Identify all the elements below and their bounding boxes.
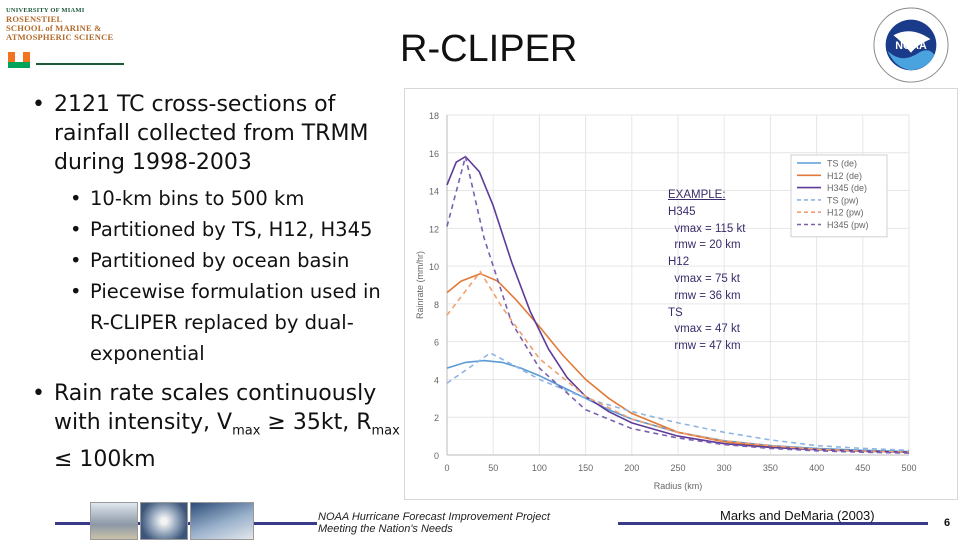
sub-bullet-3: Partitioned by ocean basin (70, 245, 402, 276)
x-tick-label: 500 (901, 463, 916, 473)
x-tick-label: 200 (624, 463, 639, 473)
rainrate-chart: 0 2 4 6 8 10 12 14 16 18 0 50 100 150 200 250 300 350 400 4… (404, 88, 958, 500)
bullet-list: 2121 TC cross-sections of rainfall colle… (32, 90, 402, 474)
x-axis-label: Radius (km) (654, 481, 703, 491)
footer-rule-right (618, 522, 928, 525)
slide-title: R-CLIPER (400, 28, 578, 70)
citation: Marks and DeMaria (2003) (720, 508, 875, 523)
example-line: vmax = 47 kt (668, 323, 740, 336)
x-tick-label: 300 (717, 463, 732, 473)
thumbnail-hurricane (140, 502, 188, 540)
logo-underline (36, 63, 124, 65)
y-tick-label: 4 (434, 375, 439, 385)
x-tick-label: 100 (532, 463, 547, 473)
footer-project-line-1: NOAA Hurricane Forecast Improvement Proj… (318, 511, 550, 523)
bullet-main-2-text-a: Rain rate scales continuously with inten… (54, 381, 377, 435)
example-line: vmax = 75 kt (668, 272, 740, 285)
legend-label: H12 (pw) (827, 208, 864, 218)
example-line: H345 (668, 205, 696, 218)
bullet-main-2: Rain rate scales continuously with inten… (32, 379, 402, 474)
example-text: EXAMPLE: H345 vmax = 115 kt rmw = 20 km … (668, 187, 745, 355)
y-axis-label: Rainrate (mm/hr) (415, 251, 425, 319)
example-line: TS (668, 306, 683, 319)
y-tick-label: 10 (429, 262, 439, 272)
y-tick-label: 18 (429, 111, 439, 121)
page-number: 6 (944, 517, 951, 529)
legend-label: H345 (de) (827, 183, 867, 193)
u-logo-icon (8, 52, 30, 68)
series-line-6 (446, 156, 910, 454)
example-line: vmax = 115 kt (668, 222, 746, 235)
x-tick-label: 0 (444, 463, 449, 473)
sub-bullet-2: Partitioned by TS, H12, H345 (70, 214, 402, 245)
x-tick-label: 150 (578, 463, 593, 473)
footer-project: NOAA Hurricane Forecast Improvement Proj… (318, 511, 550, 535)
bullet-main-2-text-b: ≥ 35kt, R (260, 410, 372, 435)
bullet-main-2-text-c: ≤ 100km (54, 447, 156, 473)
x-tick-label: 50 (488, 463, 498, 473)
series-line-3 (446, 155, 910, 453)
sub-bullet-1: 10-km bins to 500 km (70, 183, 402, 214)
legend-box (790, 154, 888, 238)
sub-bullet-list: 10-km bins to 500 km Partitioned by TS, … (70, 183, 402, 369)
university-logo: UNIVERSITY OF MIAMI ROSENSTIEL SCHOOL of… (6, 6, 124, 68)
y-tick-label: 12 (429, 224, 439, 234)
noaa-logo-icon: NOAA (873, 7, 949, 83)
y-tick-label: 8 (434, 300, 439, 310)
example-line: rmw = 36 km (668, 289, 741, 302)
logo-line-4: ATMOSPHERIC SCIENCE (6, 32, 114, 42)
logo-line-3: SCHOOL of MARINE & (6, 23, 102, 33)
university-logo-text: UNIVERSITY OF MIAMI ROSENSTIEL SCHOOL of… (6, 6, 124, 42)
rmax-subscript: max (371, 423, 400, 439)
legend-label: TS (de) (827, 159, 857, 169)
y-tick-label: 6 (434, 338, 439, 348)
vmax-subscript: max (232, 423, 261, 439)
x-tick-label: 350 (763, 463, 778, 473)
legend-label: H12 (de) (827, 171, 862, 181)
x-tick-label: 450 (855, 463, 870, 473)
footer-project-line-2: Meeting the Nation's Needs (318, 523, 453, 535)
legend-label: H345 (pw) (827, 220, 869, 230)
logo-line-2: ROSENSTIEL (6, 14, 63, 24)
y-tick-label: 16 (429, 149, 439, 159)
y-tick-label: 0 (434, 451, 439, 461)
legend-label: TS (pw) (827, 195, 859, 205)
thumbnail-storm (190, 502, 254, 540)
noaa-logo-text: NOAA (895, 40, 927, 52)
y-tick-label: 2 (434, 413, 439, 423)
example-line: rmw = 47 km (668, 340, 741, 353)
x-tick-label: 400 (809, 463, 824, 473)
series-line-4 (446, 352, 910, 452)
x-tick-label: 250 (670, 463, 685, 473)
logo-line-1: UNIVERSITY OF MIAMI (6, 7, 85, 14)
bullet-main-1: 2121 TC cross-sections of rainfall colle… (32, 90, 402, 177)
chart-svg: 0 2 4 6 8 10 12 14 16 18 0 50 100 150 200 250 300 350 400 4… (415, 111, 917, 491)
sub-bullet-4: Piecewise formulation used in R-CLIPER r… (70, 276, 402, 369)
thumbnail-aircraft (90, 502, 138, 540)
example-line: H12 (668, 256, 690, 269)
example-line: rmw = 20 km (668, 239, 741, 252)
y-tick-label: 14 (429, 187, 439, 197)
example-line: EXAMPLE: (668, 189, 726, 201)
